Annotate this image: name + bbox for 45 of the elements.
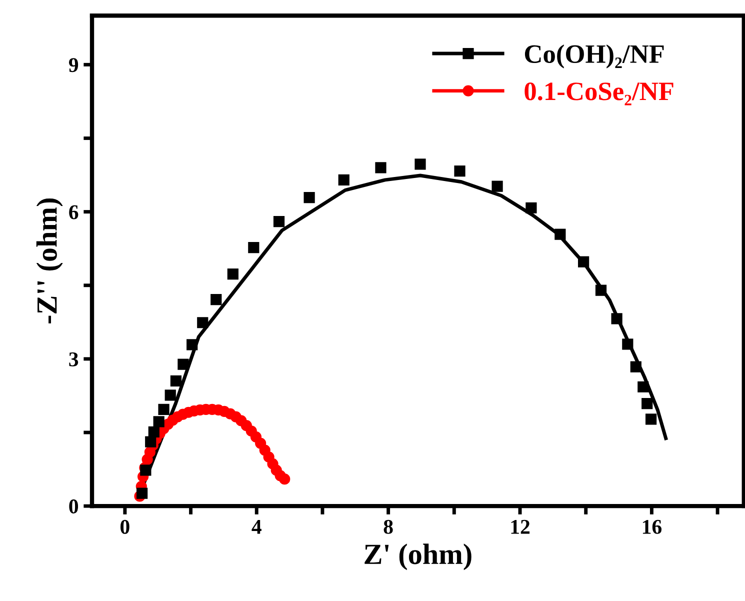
point: [186, 339, 198, 350]
point: [630, 361, 642, 372]
point: [304, 192, 315, 204]
point: [210, 294, 222, 306]
point: [227, 268, 238, 280]
point: [638, 381, 649, 392]
x-axis-title: Z' (ohm): [364, 544, 472, 570]
x-tick-label: 4: [252, 520, 262, 534]
y-tick-label: 3: [69, 352, 78, 366]
y-axis-title: -Z'' (ohm): [36, 198, 63, 324]
point: [153, 416, 164, 428]
point: [197, 317, 208, 328]
point: [279, 474, 290, 485]
point: [338, 174, 350, 186]
point: [140, 464, 152, 476]
point: [148, 426, 160, 438]
x-tick-label: 0: [120, 520, 130, 534]
point: [595, 284, 607, 296]
point: [145, 436, 156, 448]
point: [526, 202, 537, 214]
point: [178, 358, 189, 370]
point: [170, 375, 182, 387]
point: [492, 180, 503, 192]
point: [611, 313, 622, 324]
point: [454, 166, 466, 177]
point: [645, 414, 657, 425]
legend-label: 0.1-CoSe₂/NF: [524, 82, 674, 106]
y-tick-label: 0: [69, 499, 78, 514]
y-tick-label: 9: [68, 58, 78, 72]
point: [375, 162, 386, 174]
point: [622, 338, 634, 350]
point: [578, 256, 590, 268]
point: [414, 158, 426, 170]
x-tick-label: 8: [384, 520, 393, 534]
point: [273, 216, 285, 228]
point: [158, 404, 170, 415]
x-tick-label: 16: [642, 520, 662, 534]
point: [248, 242, 260, 254]
y-tick-label: 6: [69, 205, 78, 220]
point: [136, 488, 148, 499]
x-tick-label: 12: [511, 520, 530, 534]
point: [642, 398, 653, 410]
point: [554, 228, 566, 240]
legend-label: Co(OH)₂/NF: [524, 44, 664, 68]
point: [164, 390, 176, 401]
